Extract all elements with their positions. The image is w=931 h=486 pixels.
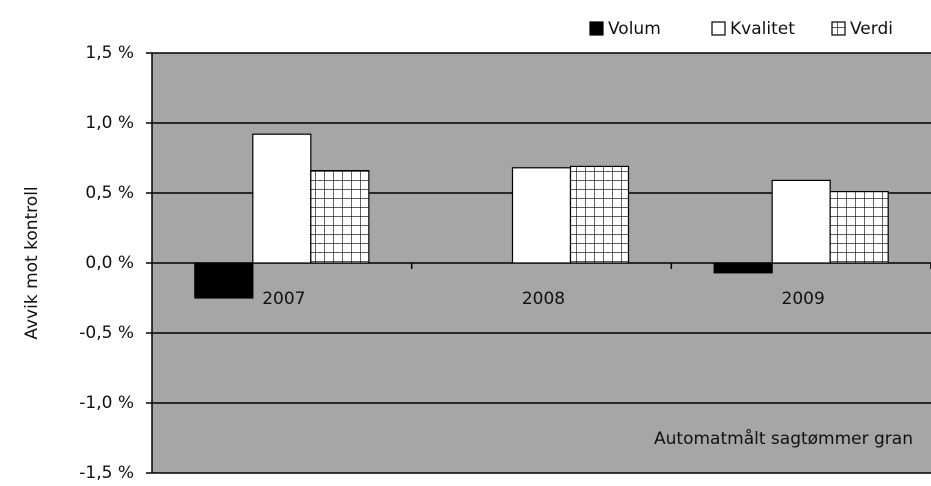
y-tick-label: -0,5 % — [79, 323, 134, 343]
legend-item: Volum — [589, 19, 661, 39]
bar — [829, 191, 889, 264]
x-tick-label: 2007 — [262, 289, 305, 309]
legend-swatch — [589, 21, 604, 36]
legend-swatch — [711, 21, 726, 36]
legend-item: Kvalitet — [711, 19, 795, 39]
legend-label: Volum — [608, 19, 661, 39]
bar — [569, 165, 630, 264]
bar — [310, 170, 370, 264]
bar — [252, 133, 312, 264]
legend-swatch — [831, 21, 846, 36]
annotation: Automatmålt sagtømmer gran — [654, 428, 913, 449]
y-tick-label: -1,0 % — [79, 393, 134, 413]
y-tick-label: 1,0 % — [85, 113, 134, 133]
bar — [194, 262, 254, 299]
y-tick-label: 1,5 % — [85, 43, 134, 63]
bar — [511, 167, 572, 264]
bar — [713, 262, 773, 274]
legend-label: Kvalitet — [730, 19, 795, 39]
y-tick-label: -1,5 % — [79, 463, 134, 483]
bar — [771, 179, 831, 264]
legend-label: Verdi — [850, 19, 893, 39]
y-axis-label: Avvik mot kontroll — [22, 186, 42, 339]
x-tick-label: 2008 — [522, 289, 565, 309]
legend-item: Verdi — [831, 19, 893, 39]
y-tick-label: 0,0 % — [85, 253, 134, 273]
y-tick-label: 0,5 % — [85, 183, 134, 203]
x-tick-label: 2009 — [782, 289, 825, 309]
